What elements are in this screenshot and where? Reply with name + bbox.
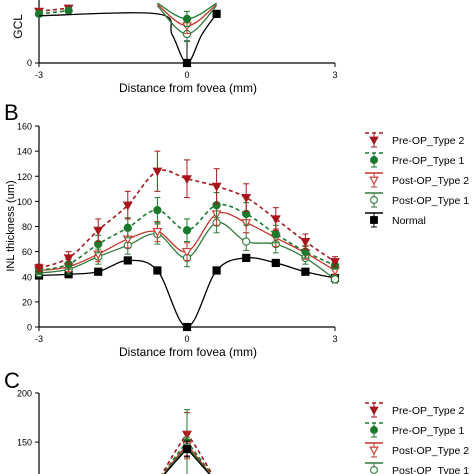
panel-a-preop1-point bbox=[64, 6, 73, 15]
panel-c-legend-item-preop2: Pre-OP_Type 2 bbox=[365, 402, 465, 418]
panel-b-legend-marker-postop1 bbox=[370, 196, 378, 204]
panel-b-legend-marker-postop2 bbox=[369, 176, 379, 186]
panel-b-y-tick-label: 40 bbox=[22, 272, 32, 282]
panel-c-series-normal bbox=[163, 440, 211, 474]
panel-c-legend-label-postop1: Post-OP_Type 1 bbox=[392, 465, 469, 474]
panel-b-normal-point bbox=[123, 256, 132, 265]
panel-c-legend-marker-preop2 bbox=[369, 406, 379, 416]
panel-a-preop1-point bbox=[34, 9, 44, 19]
panel-b-preop2-point bbox=[122, 201, 133, 211]
panel-b-postop2-point bbox=[152, 227, 163, 237]
panel-c-legend-item-preop1: Pre-OP_Type 1 bbox=[365, 422, 465, 438]
panel-b-legend-label-preop2: Pre-OP_Type 2 bbox=[392, 135, 465, 147]
panel-a-normal-point bbox=[182, 58, 192, 68]
panel-b-preop2-point bbox=[211, 182, 222, 192]
panel-b-legend-marker-normal bbox=[370, 216, 378, 224]
panel-b-postop1-point bbox=[242, 237, 251, 246]
panel-b-preop2-point bbox=[182, 175, 192, 185]
panel-b-preop2-point bbox=[34, 264, 44, 274]
panel-b-preop2-point bbox=[270, 215, 281, 225]
panel-b-y-tick-label: 60 bbox=[22, 247, 32, 257]
panel-c-legend-label-postop2: Post-OP_Type 2 bbox=[392, 445, 469, 457]
panel-a-normal-point bbox=[212, 9, 221, 18]
panel-a-x-tick-label: 0 bbox=[184, 70, 189, 80]
panel-b-legend-label-preop1: Pre-OP_Type 1 bbox=[392, 155, 465, 167]
panel-b-y-tick-label: 160 bbox=[17, 122, 32, 132]
panel-b-normal-point bbox=[271, 258, 280, 268]
panel-a-x-tick-label: -3 bbox=[35, 70, 43, 80]
panel-a-y-axis-label: GCL bbox=[11, 14, 25, 39]
panel-b-preop2-point bbox=[152, 167, 163, 177]
panel-a-x-tick-label: 3 bbox=[332, 70, 337, 80]
panel-b-preop2-point bbox=[63, 254, 74, 264]
panel-b-normal-point bbox=[94, 267, 103, 276]
panel-b-y-tick-label: 80 bbox=[22, 222, 32, 232]
panel-b-series-preop2 bbox=[34, 150, 340, 274]
panel-b-preop2-point bbox=[241, 194, 252, 203]
panel-b-y-axis-label: INL thickness (um) bbox=[5, 180, 17, 271]
panel-b-y-tick-label: 100 bbox=[17, 197, 32, 207]
panel-b-legend-item-preop1: Pre-OP_Type 1 bbox=[365, 152, 465, 168]
panel-b-postop2-point bbox=[182, 248, 192, 257]
panel-b-legend-marker-preop1 bbox=[370, 156, 378, 164]
panel-b-x-axis-label: Distance from fovea (mm) bbox=[119, 345, 257, 359]
panel-b-normal-line bbox=[38, 257, 336, 328]
panel-b-legend-item-postop2: Post-OP_Type 2 bbox=[365, 172, 469, 188]
panel-a-preop1-line bbox=[38, 9, 69, 15]
panel-c-legend-label-preop1: Pre-OP_Type 1 bbox=[392, 425, 465, 437]
panel-b-preop2-point bbox=[93, 226, 104, 236]
panel-b-preop2-line bbox=[38, 169, 336, 269]
panel-b-preop2-point bbox=[330, 258, 340, 268]
panel-c-legend-marker-postop1 bbox=[370, 466, 378, 474]
panel-b-preop1-point bbox=[271, 229, 280, 239]
panel-b-y-tick-label: 20 bbox=[22, 297, 32, 307]
panel-b-normal-point bbox=[242, 253, 251, 263]
panel-a-preop1b-point bbox=[182, 14, 192, 24]
panel-c-legend: Pre-OP_Type 2 Pre-OP_Type 1 Post-OP_Type 2… bbox=[365, 402, 469, 474]
panel-b-legend-item-postop1: Post-OP_Type 1 bbox=[365, 192, 469, 208]
panel-b-x-tick-label: -3 bbox=[35, 334, 43, 344]
panel-c-normal-point bbox=[182, 444, 192, 454]
panel-b-legend-item-preop2: Pre-OP_Type 2 bbox=[365, 132, 465, 148]
panel-b-preop1-point bbox=[123, 223, 132, 232]
panel-c-legend-item-postop2: Post-OP_Type 2 bbox=[365, 442, 469, 458]
panel-a-gcl-chart: GCL Distance from fovea (mm) 0-3 0 3 bbox=[11, 0, 338, 95]
panel-b-normal-point bbox=[212, 266, 221, 275]
panel-c-letter: C bbox=[4, 368, 20, 393]
panel-b-normal-point bbox=[153, 266, 162, 275]
panel-b-x-tick-label: 0 bbox=[184, 334, 189, 344]
panel-a-series-preop1b bbox=[157, 2, 217, 27]
panel-c-legend-marker-postop2 bbox=[369, 446, 379, 456]
panel-a-normal-line bbox=[38, 12, 218, 64]
panel-a-series-normal bbox=[38, 9, 221, 68]
panel-c-legend-item-postop1: Post-OP_Type 1 bbox=[365, 462, 469, 474]
panel-b-legend-label-postop2: Post-OP_Type 2 bbox=[392, 175, 469, 187]
panel-b-preop2-point bbox=[300, 238, 311, 247]
panel-b-normal-point bbox=[301, 267, 310, 276]
panel-b-y-tick-label: 140 bbox=[17, 147, 32, 157]
panel-b-x-tick-label: 3 bbox=[332, 334, 337, 344]
panel-a-y-tick-label: 0 bbox=[27, 58, 32, 68]
panel-c-y-tick-label: 150 bbox=[17, 438, 32, 448]
panel-c-y-tick-label: 200 bbox=[17, 389, 32, 399]
panel-a-x-axis-label: Distance from fovea (mm) bbox=[119, 81, 257, 95]
panel-b-postop1-point bbox=[330, 275, 340, 284]
panel-b-legend-label-normal: Normal bbox=[392, 215, 426, 227]
panel-b-y-tick-label: 0 bbox=[27, 323, 32, 333]
panel-b-legend-label-postop1: Post-OP_Type 1 bbox=[392, 195, 469, 207]
panel-b-preop1-point bbox=[153, 206, 162, 215]
panel-c-legend-label-preop2: Pre-OP_Type 2 bbox=[392, 405, 465, 417]
panel-b-letter: B bbox=[4, 100, 19, 125]
panel-b-legend-marker-preop2 bbox=[369, 136, 379, 146]
panel-b-inl-chart: B INL thickness (um) Distance from fovea… bbox=[4, 100, 469, 359]
panel-c-legend-marker-preop1 bbox=[370, 426, 378, 434]
panel-b-legend-item-normal: Normal bbox=[365, 212, 426, 228]
panel-b-normal-point bbox=[182, 322, 192, 332]
panel-b-legend: Pre-OP_Type 2 Pre-OP_Type 1 Post-OP_Type 2… bbox=[365, 132, 469, 228]
panel-c-chart: C 150 200 Pre-OP_Type 2 Pre-OP_Type 1 Post-… bbox=[4, 368, 469, 474]
panel-b-y-tick-label: 120 bbox=[17, 172, 32, 182]
panel-b-preop1-point bbox=[182, 226, 192, 235]
